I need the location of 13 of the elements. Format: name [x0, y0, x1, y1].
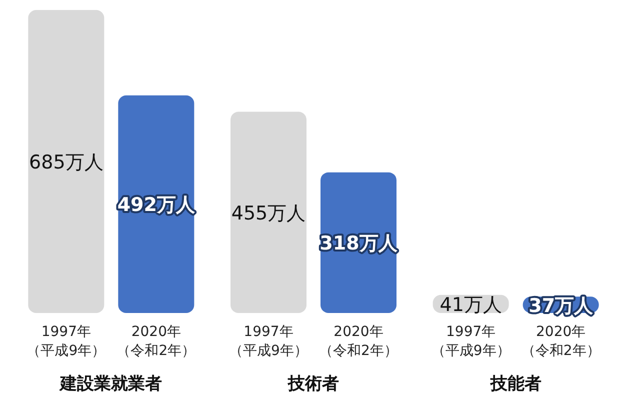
data-label: 37万人	[528, 294, 594, 317]
series-label: 1997年（平成9年）	[229, 324, 308, 359]
x-tick-label: 建設業就業者	[58, 374, 162, 394]
text: 2020年（令和2年）	[116, 324, 196, 359]
series-label: 2020年（令和2年）	[521, 324, 600, 359]
text: 2020年（令和2年）	[319, 324, 398, 359]
data-label: 685万人	[29, 152, 104, 174]
text: 1997年（平成9年）	[26, 324, 106, 359]
text: 1997年（平成9年）	[431, 324, 510, 359]
data-label: 455万人	[231, 202, 306, 224]
x-tick-label: 技術者	[287, 374, 339, 394]
data-label: 41万人	[440, 294, 502, 316]
x-tick-label: 技能者	[489, 374, 542, 394]
